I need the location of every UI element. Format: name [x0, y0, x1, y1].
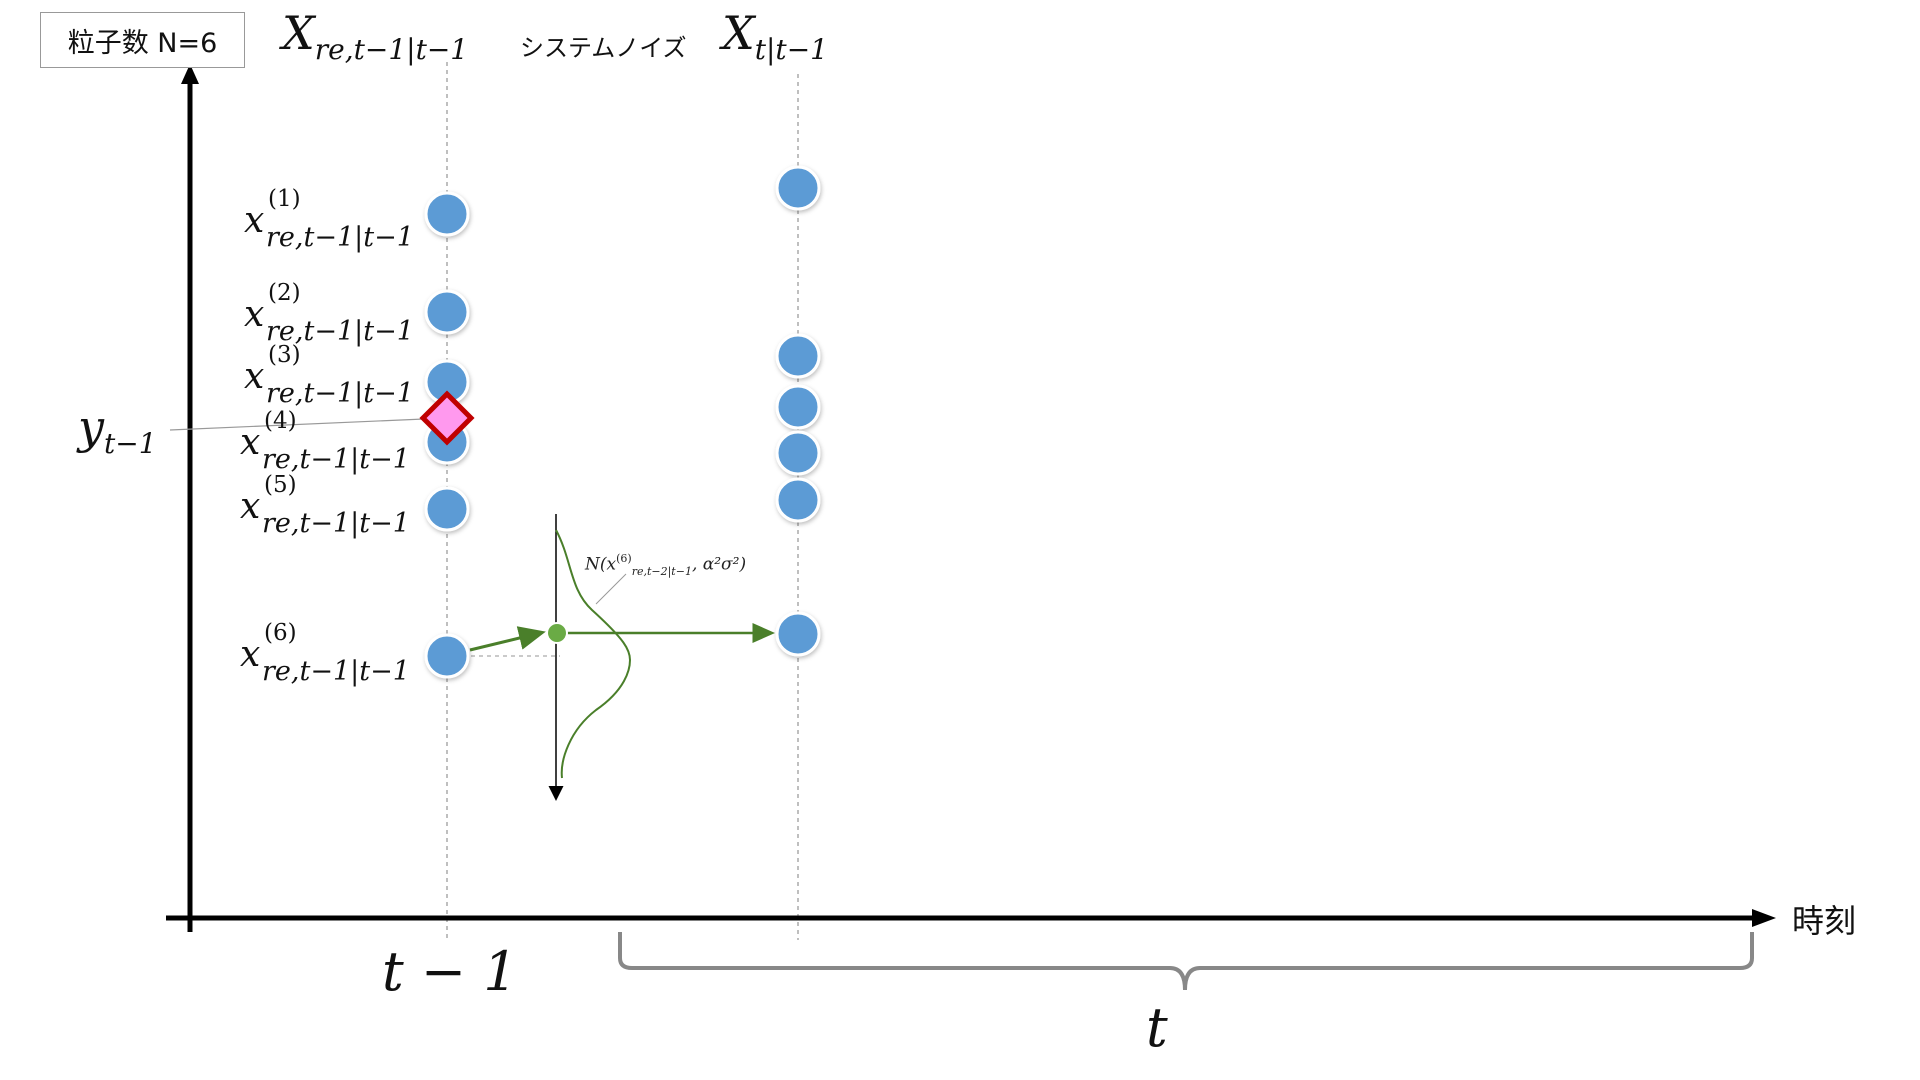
particle-4-label: x (4) re,t−1|t−1 — [240, 408, 410, 475]
particle-1-label: x (1) re,t−1|t−1 — [244, 186, 414, 253]
predicted-set-label: Xt|t−1 — [722, 6, 828, 66]
noise-formula-suffix: , α²σ²) — [691, 554, 747, 575]
noise-distribution-curve — [555, 529, 632, 779]
particle-label-base: x — [244, 356, 265, 397]
particle-label-base: x — [244, 294, 265, 335]
system-noise-label: システムノイズ — [520, 34, 687, 62]
noise-formula-sup: (6) — [616, 552, 632, 565]
particle-label-base: x — [240, 634, 261, 675]
predicted-particle — [775, 477, 821, 523]
x-axis-arrowhead — [1752, 909, 1776, 927]
noise-formula-sub: re,t−2|t−1 — [631, 565, 692, 579]
observation-leader — [169, 417, 448, 431]
predicted-particle — [775, 165, 821, 211]
particle-2-label: x (2) re,t−1|t−1 — [244, 280, 414, 347]
particle-label-index: (5) — [264, 472, 297, 498]
particle-6 — [424, 633, 470, 679]
particle-label-index: (1) — [268, 186, 301, 212]
particle-1 — [424, 191, 470, 237]
particle-label-sub: re,t−1|t−1 — [262, 444, 410, 475]
noise-arrow-in — [469, 626, 546, 652]
x-axis-label: 時刻 — [1792, 902, 1857, 940]
particle-5-label: x (5) re,t−1|t−1 — [240, 472, 410, 539]
predicted-particles — [775, 165, 821, 657]
observation-sub: t−1 — [104, 426, 157, 460]
observation-marker — [419, 390, 475, 446]
noise-formula: N(x(6)re,t−2|t−1, α²σ²) — [585, 552, 746, 578]
predicted-set-base: X — [722, 6, 755, 60]
particle-label-index: (2) — [268, 280, 301, 306]
time-t-brace — [618, 932, 1754, 991]
particle-label-index: (3) — [268, 342, 301, 368]
predicted-particle — [775, 611, 821, 657]
particle-label-index: (4) — [264, 408, 297, 434]
predicted-set-sub: t|t−1 — [754, 32, 828, 66]
tick-t-minus-1: t − 1 — [382, 940, 518, 1003]
particle-label-sub: re,t−1|t−1 — [262, 508, 410, 539]
particle-2 — [424, 289, 470, 335]
observation-label: yt−1 — [78, 400, 157, 460]
particle-label-base: x — [240, 486, 261, 527]
particle-label-base: x — [244, 200, 265, 241]
tick-t: t — [1146, 996, 1168, 1059]
resampled-set-base: X — [282, 6, 315, 60]
particle-label-sub: re,t−1|t−1 — [266, 222, 414, 253]
particle-label-sub: re,t−1|t−1 — [266, 316, 414, 347]
resampled-set-sub: re,t−1|t−1 — [314, 32, 469, 66]
predicted-particle — [775, 333, 821, 379]
particle-count-label: 粒子数 N=6 — [40, 12, 245, 68]
particle-label-sub: re,t−1|t−1 — [266, 378, 414, 409]
particle-label-sub: re,t−1|t−1 — [262, 656, 410, 687]
particle-label-base: x — [240, 422, 261, 463]
observation-base: y — [78, 400, 104, 454]
particle-5 — [424, 486, 470, 532]
noise-sample-dot — [546, 622, 568, 644]
resampled-set-label: Xre,t−1|t−1 — [282, 6, 468, 66]
particle-label-index: (6) — [264, 620, 297, 646]
noise-formula-prefix: N(x — [585, 554, 617, 575]
predicted-particle — [775, 430, 821, 476]
y-axis-arrowhead — [181, 64, 199, 84]
particle-6-label: x (6) re,t−1|t−1 — [240, 620, 410, 687]
noise-formula-leader — [595, 573, 627, 605]
predicted-particle — [775, 384, 821, 430]
particle-3-label: x (3) re,t−1|t−1 — [244, 342, 414, 409]
